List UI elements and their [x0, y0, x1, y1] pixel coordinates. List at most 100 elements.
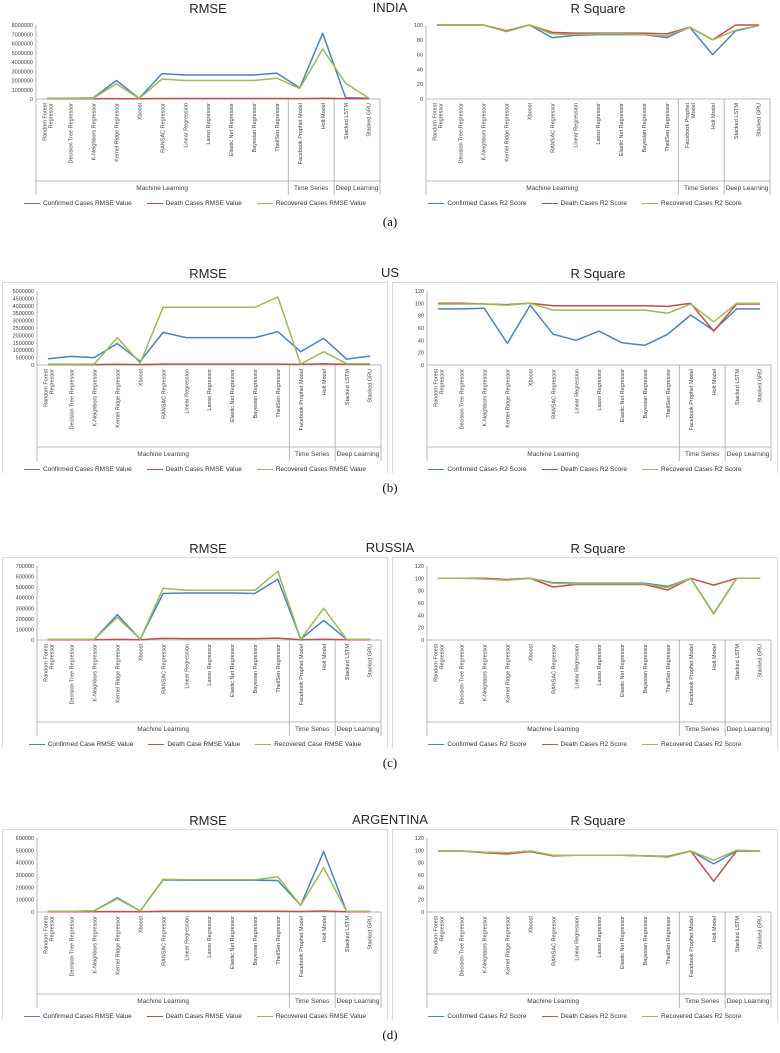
- category-label: RANSAC Regressor: [160, 103, 166, 153]
- category-label: TheilSen Regressor: [275, 103, 281, 152]
- legend-line-swatch: [23, 1016, 40, 1017]
- legend-label: Confirmed Cases R2 Score: [447, 200, 527, 207]
- category-label: Random Forest: [44, 644, 50, 682]
- y-tick-label: 20: [418, 898, 424, 904]
- category-label: Bayesian Regressor: [253, 644, 259, 694]
- y-tick-label: 100: [414, 23, 423, 29]
- y-tick-label: 500000: [16, 585, 34, 591]
- category-label: Random Forest: [43, 103, 49, 141]
- category-label: Facebook Prophet Model: [689, 916, 695, 977]
- category-label: Kernel Ridge Regressor: [505, 369, 511, 428]
- legend-line-swatch: [23, 469, 40, 470]
- category-label: Bayesian Regressor: [642, 103, 648, 153]
- legend-label: Death Cases R2 Score: [560, 741, 628, 748]
- chart-panel-india-r-square: R Square 100 80 60 40 20 0 Random Forest Regres…: [390, 0, 780, 207]
- category-group-label: Time Series: [294, 185, 329, 192]
- legend-line-swatch: [148, 744, 165, 745]
- category-label: TheilSen Regressor: [666, 916, 672, 965]
- legend-line-swatch: [642, 203, 659, 204]
- category-label: TheilSen Regressor: [276, 916, 282, 965]
- y-tick-label: 0: [421, 910, 424, 916]
- line-plot: 120 100 80 60 40 20 0 Random Forest Regressor Dec…: [415, 289, 772, 461]
- legend-item: Confirmed Cases R2 Score: [428, 1013, 527, 1020]
- category-group-label: Time Series: [684, 185, 719, 192]
- series-line: [437, 302, 761, 323]
- category-label: Lasso Regressor: [597, 644, 603, 686]
- category-label: RANSAC Regressor: [551, 644, 557, 694]
- y-tick-label: 60: [418, 873, 424, 879]
- y-tick-label: 100000: [16, 898, 34, 904]
- y-tick-label: 0: [31, 910, 34, 916]
- y-tick-label: 0: [420, 97, 423, 103]
- category-label: Xboost: [138, 644, 144, 662]
- category-label: Kernel Ridge Regressor: [115, 644, 121, 703]
- category-label: Lasso Regressor: [207, 644, 213, 686]
- y-tick-label: 100: [415, 848, 424, 854]
- legend-label: Death Cases R2 Score: [560, 200, 628, 207]
- category-label: Regressor: [50, 916, 56, 942]
- chart-panel-us-rmse: RMSE 5000000 4500000 4000000 3500000 3000000…: [0, 265, 390, 473]
- legend-line-swatch: [146, 1016, 163, 1017]
- category-label: Stacked GRU: [368, 644, 374, 678]
- legend-item: Confirmed Cases R2 Score: [428, 741, 527, 748]
- series-line: [437, 304, 761, 347]
- category-group-label: Machine Learning: [137, 451, 189, 458]
- category-label: Holt Model: [712, 644, 718, 670]
- category-label: Kernel Ridge Regressor: [114, 103, 120, 162]
- y-tick-label: 80: [417, 38, 423, 44]
- country-label: RUSSIA: [365, 540, 415, 555]
- legend-label: Death Cases R2 Score: [560, 1013, 628, 1020]
- y-tick-label: 1000000: [13, 348, 34, 354]
- category-label: Elastic Net Regressor: [230, 916, 236, 969]
- legend-item: Recovered Cases RMSE Value: [256, 200, 366, 207]
- legend: Confirmed Cases RMSE Value Death Cases RM…: [2, 200, 388, 207]
- category-label: Xboost: [528, 644, 534, 662]
- y-tick-label: 80: [418, 589, 424, 595]
- y-tick-label: 0: [421, 363, 424, 369]
- figure-row-argentina: ARGENTINA RMSE 600000 500000 400000 300000 2…: [0, 812, 780, 1043]
- category-label: Stacked GRU: [758, 369, 764, 403]
- category-label: Model: [691, 103, 697, 118]
- chart-canvas: 600000 500000 400000 300000 200000 100000 0 Ran…: [2, 829, 388, 1020]
- category-label: K-Neighbors Regressor: [92, 103, 98, 161]
- category-label: Kernel Ridge Regressor: [505, 644, 511, 703]
- y-tick-label: 3000000: [13, 319, 34, 325]
- legend-label: Confirmed Cases R2 Score: [447, 466, 527, 473]
- category-group-label: Time Series: [295, 726, 330, 733]
- subfigure-label-c: (c): [382, 755, 398, 770]
- y-tick-label: 2000000: [12, 79, 33, 85]
- y-tick-label: 80: [418, 314, 424, 320]
- chart-canvas: 8000000 7000000 6000000 5000000 4000000 30000…: [2, 17, 388, 207]
- legend-line-swatch: [642, 744, 659, 745]
- figure-row-us: US RMSE 5000000 4500000 4000000 3500000 3000…: [0, 265, 780, 496]
- legend-label: Death Cases RMSE Value: [165, 200, 242, 207]
- legend-line-swatch: [428, 469, 445, 470]
- category-group-label: Machine Learning: [136, 185, 188, 192]
- legend-line-swatch: [256, 1016, 273, 1017]
- category-label: RANSAC Regressor: [161, 916, 167, 966]
- category-label: Decision Tree Regressor: [70, 916, 76, 977]
- category-label: Lasso Regressor: [597, 916, 603, 958]
- series-line: [436, 24, 760, 41]
- category-label: Random Forest: [434, 916, 440, 954]
- y-tick-label: 80: [418, 861, 424, 867]
- legend-line-swatch: [146, 203, 163, 204]
- series-line: [47, 570, 371, 640]
- category-label: Linear Regression: [573, 103, 579, 148]
- legend-line-swatch: [23, 203, 40, 204]
- category-label: Bayesian Regressor: [643, 644, 649, 694]
- category-label: Decision Tree Regressor: [460, 369, 466, 430]
- y-tick-label: 0: [30, 97, 33, 103]
- series-line: [47, 296, 371, 365]
- series-line: [46, 97, 370, 100]
- category-label: Lasso Regressor: [207, 369, 213, 411]
- category-label: Decision Tree Regressor: [459, 103, 465, 164]
- legend-label: Recovered Cases RMSE Value: [275, 466, 367, 473]
- category-label: K-Neighbors Regressor: [93, 644, 99, 702]
- legend-label: Death Cases R2 Score: [560, 466, 628, 473]
- line-plot: 600000 500000 400000 300000 200000 100000 0 Ran…: [16, 836, 382, 1008]
- y-tick-label: 4000000: [12, 60, 33, 66]
- category-label: Random Forest: [434, 644, 440, 682]
- legend-item: Death Cases RMSE Value: [146, 1013, 242, 1020]
- y-tick-label: 5000000: [13, 289, 34, 295]
